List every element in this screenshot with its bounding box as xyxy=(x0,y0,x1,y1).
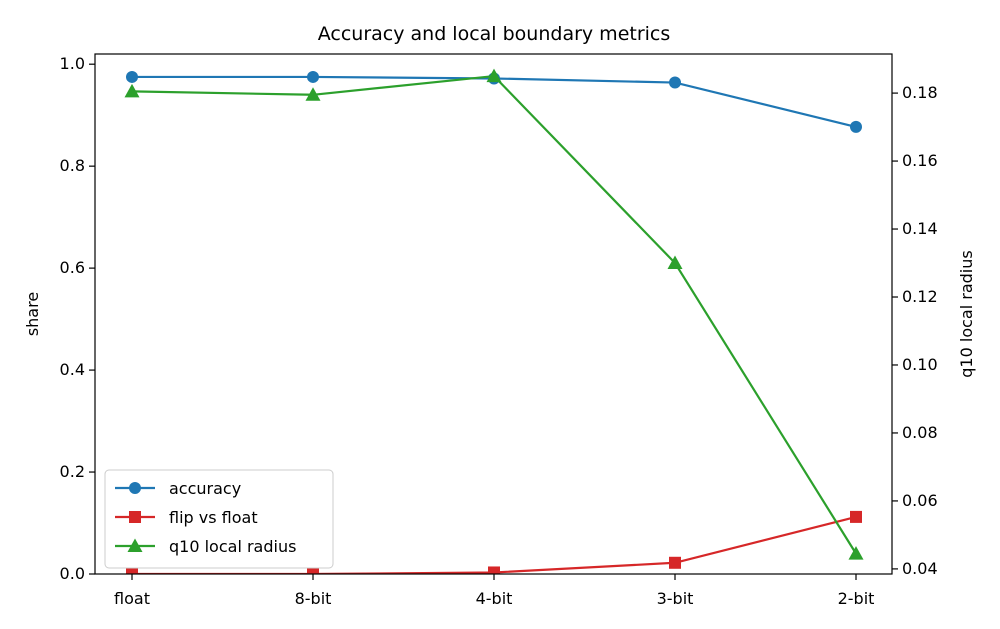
data-point xyxy=(307,568,319,574)
plot-marks xyxy=(124,68,864,574)
legend-item: accuracy xyxy=(115,479,241,498)
left-axis: 0.0 0.2 0.4 0.6 0.8 1.0 xyxy=(60,54,95,583)
y2-tick-label: 0.04 xyxy=(902,559,938,578)
y2-tick-label: 0.06 xyxy=(902,491,938,510)
data-point xyxy=(126,568,138,574)
data-point xyxy=(850,120,862,133)
series-group xyxy=(124,68,864,574)
x-tick-label: float xyxy=(114,589,150,608)
data-point xyxy=(850,510,862,523)
y-tick-label: 0.6 xyxy=(60,258,85,277)
data-point xyxy=(488,566,500,574)
legend-box xyxy=(104,469,334,569)
y-axis-label: share xyxy=(23,292,42,336)
y2-axis-label: q10 local radius xyxy=(957,250,976,377)
y-tick-label: 0.8 xyxy=(60,156,85,175)
y2-tick-label: 0.16 xyxy=(902,151,938,170)
legend: accuracy flip vs float q10 local radius xyxy=(104,469,334,569)
data-point xyxy=(669,556,681,569)
data-point xyxy=(124,83,140,98)
legend-item: q10 local radius xyxy=(115,537,296,556)
y-tick-label: 0.2 xyxy=(60,462,85,481)
x-tick-label: 2-bit xyxy=(838,589,875,608)
y2-tick-label: 0.10 xyxy=(902,355,938,374)
data-point xyxy=(486,68,502,83)
y2-tick-label: 0.08 xyxy=(902,423,938,442)
x-axis: float 8-bit 4-bit 3-bit 2-bit xyxy=(114,574,874,608)
y2-tick-label: 0.18 xyxy=(902,83,938,102)
x-tick-label: 3-bit xyxy=(657,589,694,608)
legend-label: q10 local radius xyxy=(169,537,296,556)
data-point xyxy=(669,76,681,89)
y-tick-label: 0.4 xyxy=(60,360,85,379)
legend-marker xyxy=(127,538,143,552)
x-tick-label: 8-bit xyxy=(295,589,332,608)
series-flip-vs-float xyxy=(126,510,862,574)
y-tick-label: 1.0 xyxy=(60,54,85,73)
series-q10-local-radius xyxy=(124,68,864,560)
data-point xyxy=(667,255,683,270)
legend-label: flip vs float xyxy=(169,508,258,527)
y2-tick-label: 0.14 xyxy=(902,219,938,238)
x-tick-label: 4-bit xyxy=(476,589,513,608)
data-point xyxy=(126,70,138,83)
y2-tick-label: 0.12 xyxy=(902,287,938,306)
legend-label: accuracy xyxy=(169,479,241,498)
legend-marker xyxy=(129,482,141,494)
y-tick-label: 0.0 xyxy=(60,564,85,583)
data-point xyxy=(848,546,864,560)
data-point xyxy=(307,70,319,83)
data-point xyxy=(305,87,321,101)
chart-title: Accuracy and local boundary metrics xyxy=(318,23,671,45)
legend-marker xyxy=(129,511,141,523)
right-axis: 0.04 0.06 0.08 0.10 0.12 0.14 0.16 0.18 xyxy=(892,83,938,578)
legend-item: flip vs float xyxy=(115,508,258,527)
